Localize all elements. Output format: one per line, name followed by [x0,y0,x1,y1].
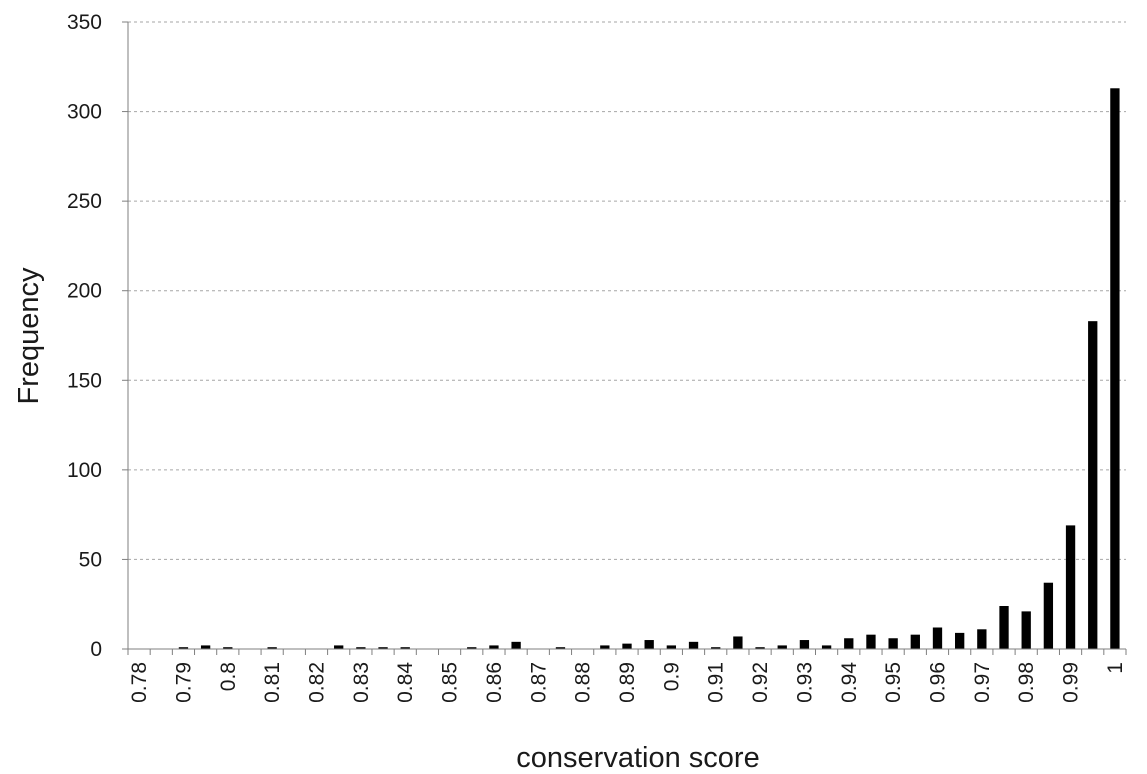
bar [356,647,366,649]
y-tick-labels: 0 50 100 150 200 250 300 350 [67,11,102,661]
x-tick-label: 0.94 [838,662,861,703]
bar [223,647,233,649]
bar [178,647,189,649]
bar [688,641,699,649]
bar [888,638,898,649]
bar [844,638,854,649]
bar [777,645,787,649]
x-tick-label: 0.78 [128,662,151,703]
bar [1088,321,1098,649]
x-tick-labels: 0.78 0.79 0.8 0.81 0.82 0.83 0.84 0.85 0.86 0.87 0… [128,662,1127,703]
x-tick-label: 0.89 [616,662,639,703]
x-tick-label: 1 [1104,662,1127,674]
x-tick-label: 0.95 [882,662,905,703]
bar [467,647,477,649]
x-tick-label: 0.96 [926,662,949,703]
y-tick-label: 350 [67,11,102,34]
y-tick-label: 50 [79,548,102,571]
x-tick-label: 0.99 [1060,662,1083,703]
bar [955,632,965,649]
x-tick-label: 0.82 [306,662,329,703]
bar [799,640,810,649]
x-tick-label: 0.9 [660,662,683,691]
bar [378,647,388,649]
bar [1065,525,1076,649]
bars [178,88,1120,650]
x-axis-title: conservation score [516,742,759,774]
bar [866,634,876,649]
bar [711,647,721,649]
bar [600,645,610,649]
x-tick-label: 0.91 [705,662,728,703]
bar [733,636,743,649]
bar [999,606,1009,649]
bar [511,641,521,649]
x-tick-label: 0.93 [793,662,816,703]
bar [334,645,344,649]
bar [267,647,277,649]
bar [555,647,566,649]
bar [932,627,943,649]
bar [666,645,677,649]
bar [622,643,632,649]
x-tick-label: 0.86 [483,662,506,703]
x-tick-label: 0.8 [217,662,240,691]
y-tick-label: 100 [67,459,102,482]
bar [644,640,654,649]
x-tick-label: 0.85 [439,662,462,703]
y-tick-label: 150 [67,369,102,392]
bar [1021,611,1031,649]
y-axis-title: Frequency [13,267,45,405]
x-tick-label: 0.83 [350,662,373,703]
y-tick-label: 200 [67,280,102,303]
bar [1043,582,1054,649]
y-tick-label: 0 [90,638,102,661]
bar [1110,88,1120,650]
x-tick-label: 0.84 [394,662,417,703]
bar [400,647,410,649]
y-tick-label: 250 [67,190,102,213]
gridlines [128,21,1126,560]
x-tick-label: 0.87 [527,662,550,703]
bar [910,634,920,649]
bar [821,645,832,649]
x-tick-label: 0.88 [572,662,595,703]
x-tick-label: 0.98 [1015,662,1038,703]
y-tick-label: 300 [67,101,102,124]
x-tick-label: 0.97 [971,662,994,703]
x-tick-label: 0.79 [172,662,195,703]
x-tick-label: 0.92 [749,662,772,703]
bar [977,629,987,649]
axes [122,21,1127,655]
x-tick-label: 0.81 [261,662,284,703]
bar [200,645,211,649]
bar [489,645,499,649]
bar [755,647,765,649]
